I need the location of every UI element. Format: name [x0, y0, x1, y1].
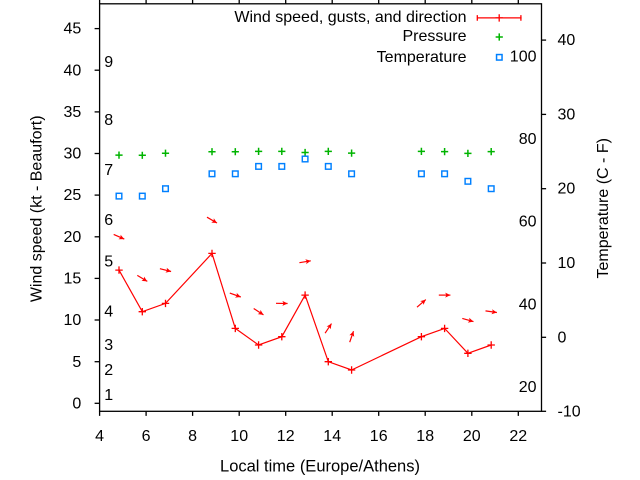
svg-text:30: 30	[64, 146, 82, 163]
svg-text:12: 12	[277, 428, 295, 445]
svg-text:16: 16	[370, 428, 388, 445]
svg-text:15: 15	[64, 271, 82, 288]
svg-text:Local time (Europe/Athens): Local time (Europe/Athens)	[220, 458, 420, 476]
svg-text:Temperature: Temperature	[377, 49, 467, 66]
svg-text:10: 10	[230, 428, 248, 445]
svg-text:3: 3	[104, 337, 113, 354]
svg-text:35: 35	[64, 104, 82, 121]
svg-text:5: 5	[72, 354, 81, 371]
svg-text:30: 30	[558, 106, 576, 123]
svg-text:10: 10	[64, 312, 82, 329]
svg-text:8: 8	[104, 112, 113, 129]
svg-text:20: 20	[64, 229, 82, 246]
svg-text:40: 40	[519, 296, 537, 313]
svg-text:40: 40	[64, 62, 82, 79]
svg-text:8: 8	[188, 428, 197, 445]
svg-text:Wind speed (kt - Beaufort): Wind speed (kt - Beaufort)	[29, 115, 46, 302]
svg-text:4: 4	[104, 304, 113, 321]
svg-text:0: 0	[558, 329, 567, 346]
svg-text:25: 25	[64, 187, 82, 204]
svg-text:20: 20	[558, 181, 576, 198]
svg-text:100: 100	[510, 49, 537, 66]
svg-text:22: 22	[509, 428, 527, 445]
svg-text:Temperature (C - F): Temperature (C - F)	[595, 138, 612, 278]
svg-text:6: 6	[104, 212, 113, 229]
svg-text:7: 7	[104, 162, 113, 179]
svg-text:0: 0	[72, 395, 81, 412]
svg-text:2: 2	[104, 362, 113, 379]
svg-text:-10: -10	[558, 404, 581, 421]
svg-text:18: 18	[416, 428, 434, 445]
svg-text:20: 20	[519, 379, 537, 396]
svg-text:10: 10	[558, 255, 576, 272]
svg-text:1: 1	[104, 387, 113, 404]
svg-text:40: 40	[558, 32, 576, 49]
svg-text:Pressure: Pressure	[402, 28, 466, 45]
svg-text:Wind speed, gusts, and directi: Wind speed, gusts, and direction	[234, 9, 466, 26]
svg-text:5: 5	[104, 254, 113, 271]
svg-text:14: 14	[323, 428, 341, 445]
svg-text:60: 60	[519, 214, 537, 231]
svg-text:80: 80	[519, 131, 537, 148]
svg-text:6: 6	[142, 428, 151, 445]
svg-text:45: 45	[64, 21, 82, 38]
svg-text:4: 4	[95, 428, 104, 445]
svg-text:9: 9	[104, 54, 113, 71]
svg-text:20: 20	[463, 428, 481, 445]
